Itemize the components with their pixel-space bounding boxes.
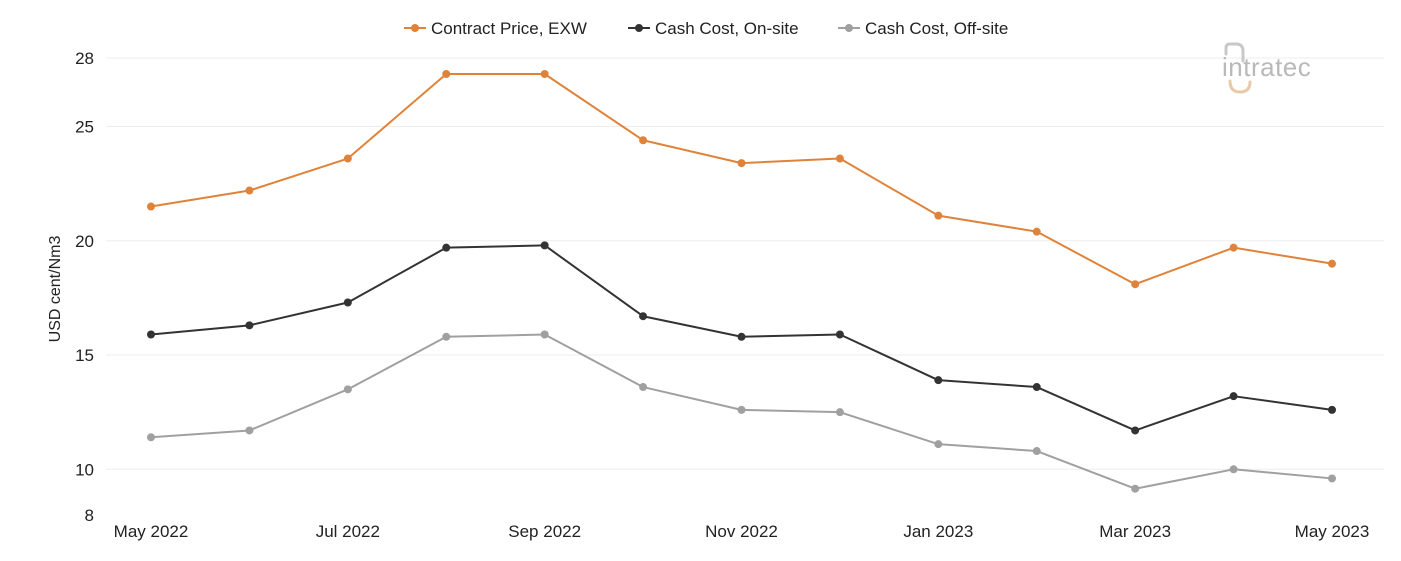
data-point[interactable] [1131,484,1140,493]
data-point[interactable] [835,154,844,163]
gridlines [106,57,1384,470]
intratec-logo: intratec [1222,42,1311,94]
data-point[interactable] [147,330,155,339]
series-line-contract-price-exw [150,72,1333,286]
data-point[interactable] [934,211,943,220]
data-point[interactable] [540,241,549,250]
y-tick-label: 10 [75,460,94,479]
data-point[interactable] [245,426,254,435]
data-point[interactable] [639,312,648,321]
y-tick-label: 28 [75,49,94,68]
x-tick-label: May 2022 [114,522,189,541]
data-point[interactable] [442,332,451,341]
x-tick-label: Nov 2022 [705,522,778,541]
data-point[interactable] [639,136,648,145]
data-point[interactable] [1229,465,1238,474]
series-cash-cost-off-site [147,330,1336,493]
data-point[interactable] [343,385,352,394]
legend-item-contract-price-exw[interactable]: Contract Price, EXW [404,19,587,38]
data-point[interactable] [1032,227,1041,236]
data-point[interactable] [343,298,352,307]
chart-legend[interactable]: Contract Price, EXW Cash Cost, On-site Cas… [404,19,1008,38]
data-point[interactable] [245,321,254,330]
x-axis-ticks: May 2022 Jul 2022 Sep 2022 Nov 2022 Jan 2023… [114,522,1370,541]
x-tick-label: May 2023 [1295,522,1370,541]
y-tick-label: 8 [85,506,94,525]
legend-marker-dot [411,24,419,32]
legend-item-cash-cost-off-site[interactable]: Cash Cost, Off-site [838,19,1008,38]
data-point[interactable] [934,376,943,385]
x-tick-label: Sep 2022 [508,522,581,541]
legend-item-cash-cost-on-site[interactable]: Cash Cost, On-site [628,19,799,38]
legend-marker-dot [635,24,643,32]
x-tick-label: Mar 2023 [1099,522,1171,541]
y-axis-ticks: 8 10 15 20 25 28 [75,49,94,525]
data-point[interactable] [639,383,648,392]
data-point[interactable] [442,243,451,252]
data-point[interactable] [147,433,155,442]
data-point[interactable] [1032,447,1041,456]
legend-label: Cash Cost, On-site [655,19,799,38]
data-point[interactable] [737,405,746,414]
y-tick-label: 20 [75,232,94,251]
data-point[interactable] [835,408,844,417]
data-point[interactable] [147,202,155,211]
series-contract-price-exw [147,69,1336,289]
data-point[interactable] [737,332,746,341]
y-tick-label: 15 [75,346,94,365]
data-point[interactable] [835,330,844,339]
legend-marker-dot [845,24,853,32]
data-point[interactable] [540,330,549,339]
data-point[interactable] [540,69,549,78]
data-point[interactable] [1131,280,1140,289]
intratec-logo-mark [1224,42,1252,94]
intratec-logo-text: intratec [1222,52,1311,82]
data-point[interactable] [343,154,352,163]
x-tick-label: Jul 2022 [316,522,380,541]
data-point[interactable] [1328,474,1336,483]
data-point[interactable] [1032,383,1041,392]
x-tick-label: Jan 2023 [903,522,973,541]
legend-label: Cash Cost, Off-site [865,19,1008,38]
data-point[interactable] [442,69,451,78]
data-point[interactable] [1328,405,1336,414]
legend-label: Contract Price, EXW [431,19,587,38]
y-axis-title: USD cent/Nm3 [47,236,64,343]
data-point[interactable] [1131,426,1140,435]
data-point[interactable] [245,186,254,195]
data-point[interactable] [1229,392,1238,401]
y-tick-label: 25 [75,118,94,137]
data-point[interactable] [934,440,943,449]
data-point[interactable] [1229,243,1238,252]
series-cash-cost-on-site [147,241,1336,435]
data-point[interactable] [1328,259,1336,268]
chart-series [147,69,1336,493]
data-point[interactable] [737,159,746,168]
